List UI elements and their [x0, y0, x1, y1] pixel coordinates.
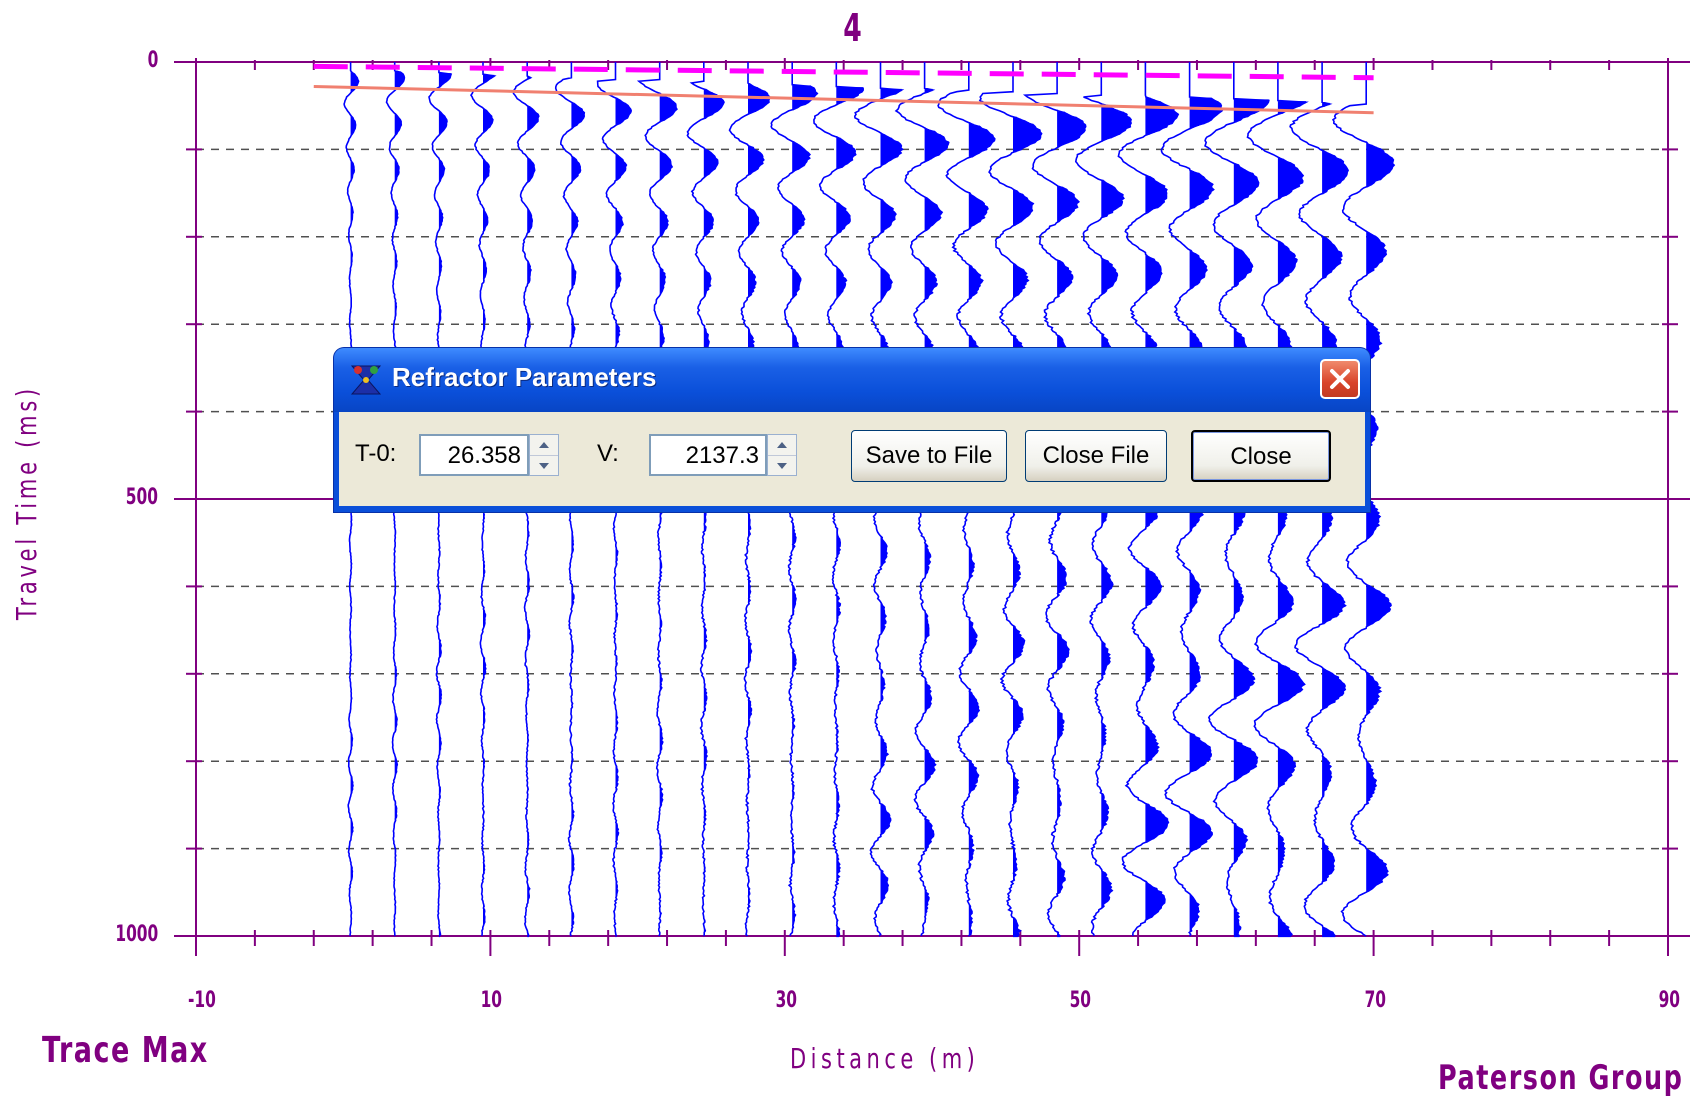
t0-spin-up[interactable] — [530, 435, 558, 456]
t0-label: T-0: — [355, 440, 397, 467]
dialog-title: Refractor Parameters — [392, 362, 657, 392]
v-label: V: — [597, 440, 619, 467]
v-spinner[interactable] — [767, 434, 797, 476]
refractor-fit-lines — [313, 63, 1374, 115]
trace-max-label: Trace Max — [42, 1030, 209, 1071]
y-tick-label: 1000 — [115, 922, 158, 947]
v-spin-down[interactable] — [768, 456, 796, 476]
close-file-button[interactable]: Close File — [1025, 430, 1167, 482]
arrow-down-icon — [777, 463, 787, 469]
x-tick-label: -10 — [187, 988, 216, 1013]
x-axis-label: Distance (m) — [790, 1042, 980, 1075]
refractor-fit-line — [313, 84, 1374, 115]
company-label: Paterson Group — [1438, 1058, 1684, 1098]
first-break-picks-line — [313, 63, 1374, 81]
arrow-up-icon — [777, 442, 787, 448]
arrow-down-icon — [539, 463, 549, 469]
seismic-trace-fill — [880, 88, 903, 936]
dialog-body: T-0: 26.358 V: 2137.3 Save to File Close… — [339, 412, 1365, 506]
seismic-trace-fill — [836, 87, 864, 938]
x-tick-label: 10 — [480, 988, 503, 1013]
y-tick-label: 0 — [147, 48, 158, 73]
v-spin-up[interactable] — [768, 435, 796, 456]
seismic-trace-fill — [703, 88, 724, 938]
save-to-file-button[interactable]: Save to File — [851, 430, 1007, 482]
t0-spin-down[interactable] — [530, 456, 558, 476]
x-tick-label: 90 — [1658, 988, 1681, 1013]
seismic-trace-fill — [1277, 101, 1306, 938]
refractor-app-icon — [350, 365, 382, 395]
v-input[interactable]: 2137.3 — [649, 434, 767, 476]
y-axis-label: Travel Time (ms) — [10, 385, 43, 620]
seismic-trace-fill — [1189, 97, 1223, 938]
plot-title: 4 — [843, 6, 862, 50]
x-tick-label: 30 — [775, 988, 797, 1013]
seismic-trace-fill — [968, 122, 995, 936]
seismic-trace-fill — [1057, 109, 1086, 938]
close-button[interactable]: Close — [1191, 430, 1331, 482]
refractor-parameters-dialog: Refractor Parameters T-0: 26.358 V: 2137… — [334, 348, 1370, 512]
y-tick-label: 500 — [125, 485, 158, 510]
seismic-trace-fill — [1013, 116, 1042, 938]
close-icon — [1330, 369, 1350, 389]
x-tick-label: 70 — [1364, 988, 1386, 1013]
t0-spinner[interactable] — [529, 434, 559, 476]
seismic-trace-fill — [659, 92, 677, 936]
t0-input[interactable]: 26.358 — [419, 434, 529, 476]
dialog-close-button[interactable] — [1320, 359, 1360, 399]
x-tick-label: 50 — [1069, 988, 1092, 1013]
dialog-title-bar[interactable]: Refractor Parameters — [334, 348, 1370, 412]
seismic-trace-fill — [1233, 99, 1269, 938]
seismic-trace-fill — [1322, 102, 1349, 938]
arrow-up-icon — [539, 442, 549, 448]
